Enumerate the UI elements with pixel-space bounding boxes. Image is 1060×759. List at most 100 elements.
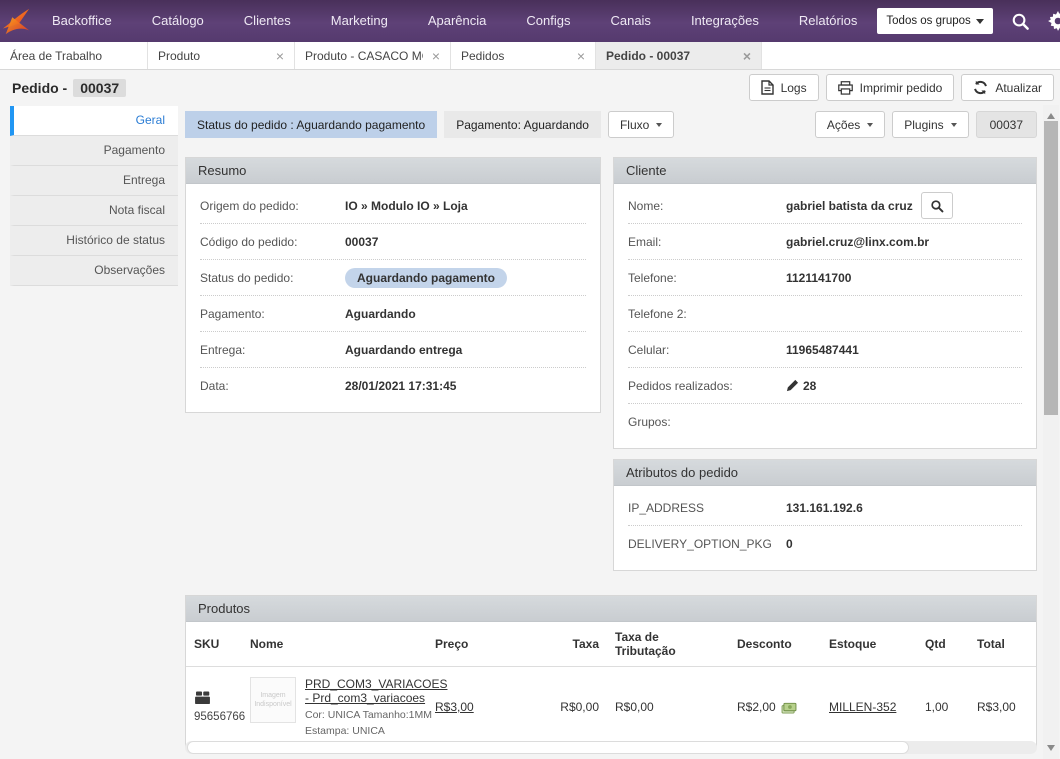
product-stock-link[interactable]: MILLEN-352 bbox=[829, 700, 897, 714]
nav-item-canais[interactable]: Canais bbox=[610, 13, 651, 28]
sidebar-item-geral[interactable]: Geral bbox=[10, 106, 178, 136]
pencil-icon[interactable] bbox=[786, 379, 799, 392]
close-icon[interactable]: × bbox=[576, 47, 585, 64]
nav-item-catalogo[interactable]: Catálogo bbox=[151, 13, 204, 28]
customer-row-orders-count: Pedidos realizados: 28 bbox=[628, 368, 1022, 404]
scroll-up-icon[interactable] bbox=[1047, 113, 1055, 119]
product-variant-line2: Estampa: UNICA bbox=[305, 725, 385, 737]
vertical-scrollbar[interactable] bbox=[1043, 105, 1059, 759]
group-select-value: Todos os grupos bbox=[886, 15, 971, 27]
field-value: IO » Modulo IO » Loja bbox=[345, 198, 468, 213]
tab-produto[interactable]: Produto × bbox=[148, 42, 295, 69]
nav-item-integracoes[interactable]: Integrações bbox=[690, 13, 759, 28]
product-discount: R$2,00 bbox=[737, 700, 776, 714]
product-row: 95656766 Imagem Indisponível PRD_COM3_VA… bbox=[186, 667, 1036, 748]
nav-item-relatorios[interactable]: Relatórios bbox=[798, 13, 858, 28]
field-label: Nome: bbox=[628, 198, 664, 213]
actions-button[interactable]: Ações bbox=[814, 111, 886, 138]
horizontal-scrollbar[interactable] bbox=[185, 741, 1037, 754]
customer-row-groups: Grupos: bbox=[628, 404, 1022, 440]
refresh-button-label: Atualizar bbox=[995, 80, 1042, 95]
summary-row-order-code: Código do pedido: 00037 bbox=[200, 224, 586, 260]
product-tax: R$0,00 bbox=[560, 700, 599, 714]
refresh-button[interactable]: Atualizar bbox=[961, 74, 1054, 101]
group-select[interactable]: Todos os grupos bbox=[877, 8, 994, 34]
field-label: Data: bbox=[200, 379, 229, 393]
top-nav: Backoffice Catálogo Clientes Marketing A… bbox=[0, 0, 1060, 42]
field-value: Aguardando entrega bbox=[345, 342, 463, 357]
nav-item-aparencia[interactable]: Aparência bbox=[427, 13, 487, 28]
plugins-button[interactable]: Plugins bbox=[892, 111, 969, 138]
customer-row-email: Email: gabriel.cruz@linx.com.br bbox=[628, 224, 1022, 260]
tab-produto-casaco[interactable]: Produto - CASACO MOCHI × bbox=[295, 42, 451, 69]
field-label: Entrega: bbox=[200, 342, 246, 357]
field-value: gabriel.cruz@linx.com.br bbox=[786, 234, 930, 249]
field-label: DELIVERY_OPTION_PKG bbox=[628, 537, 772, 551]
gear-icon[interactable] bbox=[1048, 11, 1060, 31]
tab-label: Produto bbox=[158, 48, 201, 63]
nav-item-backoffice[interactable]: Backoffice bbox=[52, 13, 112, 28]
close-icon[interactable]: × bbox=[275, 47, 284, 64]
search-customer-button[interactable] bbox=[920, 192, 953, 219]
product-variant-line1: Cor: UNICA Tamanho:1MM bbox=[305, 709, 433, 721]
caret-down-icon bbox=[867, 122, 874, 127]
tab-area-de-trabalho[interactable]: Área de Trabalho bbox=[0, 42, 148, 69]
orders-count-value: 28 bbox=[803, 378, 817, 393]
search-icon[interactable] bbox=[1011, 12, 1030, 31]
print-button-label: Imprimir pedido bbox=[859, 80, 943, 95]
order-sidebar: Geral Pagamento Entrega Nota fiscal Hist… bbox=[10, 106, 178, 286]
field-value: 28/01/2021 17:31:45 bbox=[345, 379, 457, 393]
nav-item-marketing[interactable]: Marketing bbox=[330, 13, 388, 28]
summary-row-payment: Pagamento: Aguardando bbox=[200, 296, 586, 332]
summary-panel-title: Resumo bbox=[186, 158, 600, 184]
sidebar-item-nota-fiscal[interactable]: Nota fiscal bbox=[10, 196, 178, 226]
page-header: Pedido - 00037 Logs Imprimir pedido Atua… bbox=[0, 70, 1060, 105]
caret-down-icon bbox=[656, 122, 663, 127]
boxes-icon bbox=[195, 691, 210, 704]
tab-pedidos[interactable]: Pedidos × bbox=[451, 42, 596, 69]
field-value: 0 bbox=[786, 537, 793, 551]
sidebar-item-historico-de-status[interactable]: Histórico de status bbox=[10, 226, 178, 256]
close-icon[interactable]: × bbox=[742, 47, 751, 64]
product-tax-rate: R$0,00 bbox=[615, 700, 654, 714]
caret-down-icon bbox=[950, 122, 957, 127]
field-label: Código do pedido: bbox=[200, 234, 298, 249]
scroll-down-icon[interactable] bbox=[1047, 745, 1055, 751]
main-menu: Backoffice Catálogo Clientes Marketing A… bbox=[32, 0, 877, 42]
column-header-taxa-tributacao: Taxa de Tributação bbox=[607, 622, 729, 667]
column-header-total: Total bbox=[969, 622, 1036, 667]
nav-right: Todos os grupos bbox=[877, 8, 1060, 34]
flow-button[interactable]: Fluxo bbox=[607, 111, 675, 138]
field-label: Pagamento: bbox=[200, 306, 265, 321]
nav-item-configs[interactable]: Configs bbox=[526, 13, 571, 28]
field-value: 00037 bbox=[345, 234, 379, 249]
close-icon[interactable]: × bbox=[431, 47, 440, 64]
money-icon[interactable] bbox=[781, 701, 797, 714]
product-name-link[interactable]: PRD_COM3_VARIACOES - Prd_com3_variacoes bbox=[305, 677, 448, 705]
order-number-chip: 00037 bbox=[73, 78, 127, 97]
summary-row-delivery: Entrega: Aguardando entrega bbox=[200, 332, 586, 368]
summary-row-order-status: Status do pedido: Aguardando pagamento bbox=[200, 260, 586, 296]
nav-item-clientes[interactable]: Clientes bbox=[243, 13, 291, 28]
customer-row-phone2: Telefone 2: bbox=[628, 296, 1022, 332]
field-label: IP_ADDRESS bbox=[628, 500, 705, 515]
vertical-scrollbar-thumb[interactable] bbox=[1044, 121, 1058, 415]
tab-label: Pedidos bbox=[461, 48, 505, 63]
tab-label: Área de Trabalho bbox=[10, 48, 103, 63]
field-label: Grupos: bbox=[628, 415, 671, 429]
summary-panel: Resumo Origem do pedido: IO » Modulo IO … bbox=[185, 157, 601, 413]
horizontal-scrollbar-thumb[interactable] bbox=[187, 741, 909, 754]
product-price-link[interactable]: R$3,00 bbox=[435, 700, 474, 714]
column-header-preco: Preço bbox=[427, 622, 535, 667]
linx-logo[interactable] bbox=[0, 7, 32, 35]
field-label: Pedidos realizados: bbox=[628, 378, 733, 393]
order-status-pill: Aguardando pagamento bbox=[345, 267, 508, 288]
field-value: 131.161.192.6 bbox=[786, 500, 863, 515]
sidebar-item-entrega[interactable]: Entrega bbox=[10, 166, 178, 196]
sidebar-item-observacoes[interactable]: Observações bbox=[10, 256, 178, 286]
logs-button[interactable]: Logs bbox=[748, 74, 819, 101]
sidebar-item-pagamento[interactable]: Pagamento bbox=[10, 136, 178, 166]
tab-label: Produto - CASACO MOCHI bbox=[305, 48, 423, 63]
tab-pedido-00037[interactable]: Pedido - 00037 × bbox=[596, 42, 762, 69]
print-order-button[interactable]: Imprimir pedido bbox=[825, 74, 955, 101]
